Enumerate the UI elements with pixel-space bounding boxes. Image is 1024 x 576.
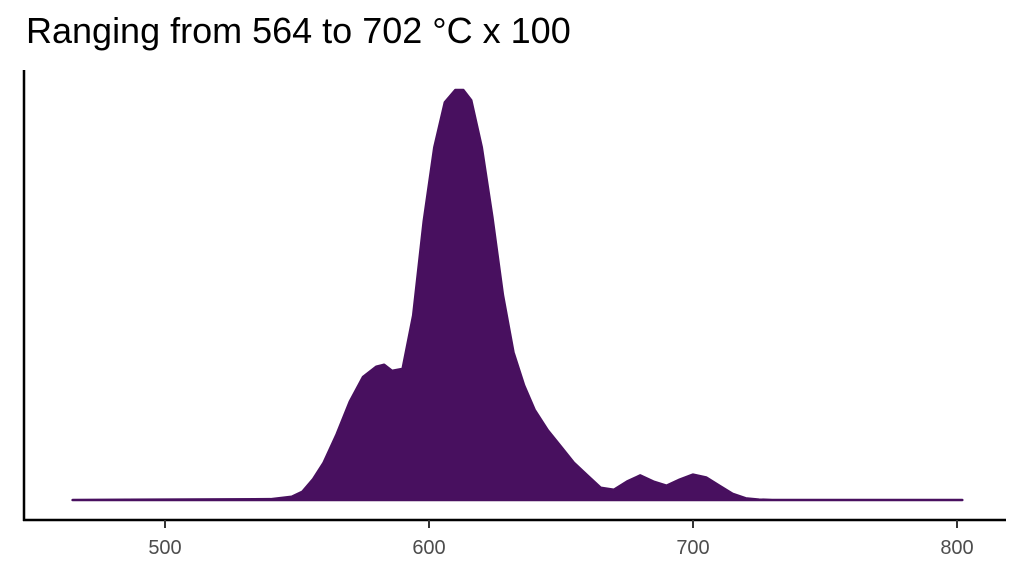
x-tick-label: 800 bbox=[940, 537, 973, 559]
x-tick-label: 500 bbox=[148, 537, 181, 559]
chart-title: Ranging from 564 to 702 °C x 100 bbox=[26, 10, 571, 51]
x-tick-label: 600 bbox=[412, 537, 445, 559]
density-area-layer bbox=[71, 88, 964, 502]
x-tick-label: 700 bbox=[676, 537, 709, 559]
density-area bbox=[71, 88, 964, 502]
axis-layer: 500 600 700 800 bbox=[22, 70, 1006, 559]
